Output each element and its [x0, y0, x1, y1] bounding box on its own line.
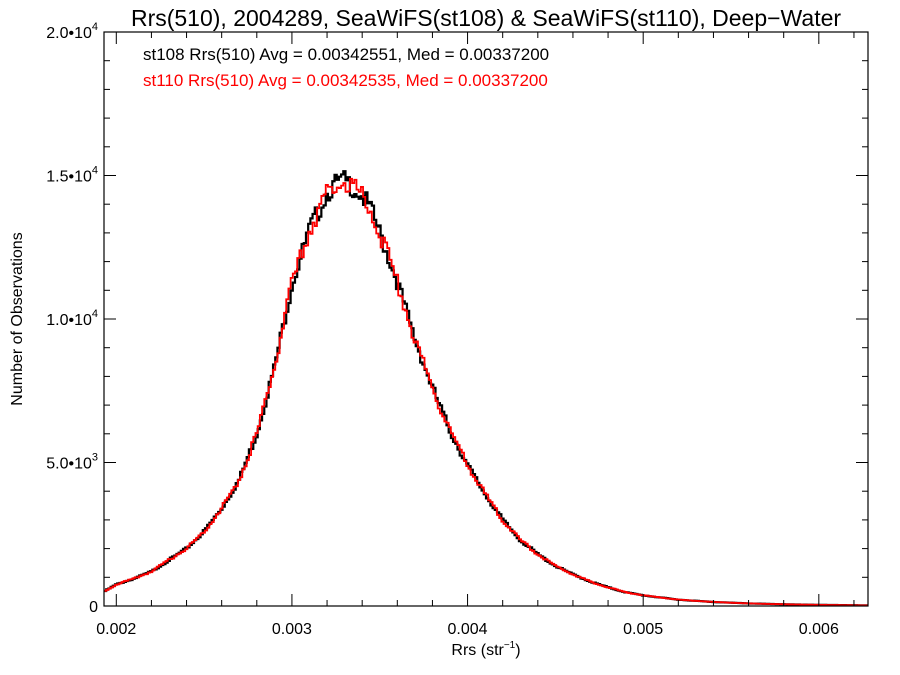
- y-axis-label: Number of Observations: [9, 232, 26, 405]
- y-tick-exponent-3: 4: [92, 165, 98, 177]
- x-axis-label-main: Rrs (str: [451, 642, 504, 659]
- x-tick-label-3: 0.005: [623, 621, 663, 638]
- annotation-text-1: st110 Rrs(510) Avg = 0.00342535, Med = 0…: [143, 71, 548, 90]
- annotation-text-0: st108 Rrs(510) Avg = 0.00342551, Med = 0…: [143, 45, 549, 64]
- y-tick-label-0: 0: [89, 599, 98, 616]
- series-layer: [104, 170, 868, 607]
- y-tick-exponent-2: 4: [92, 308, 98, 320]
- x-axis-label-exponent: −1: [504, 640, 516, 651]
- chart-title: Rrs(510), 2004289, SeaWiFS(st108) & SeaW…: [131, 5, 841, 31]
- y-tick-exponent-1: 3: [92, 452, 98, 464]
- y-tick-label-3: 1.5•104: [46, 165, 98, 186]
- y-tick-mantissa-3: 1.5•10: [46, 169, 92, 186]
- x-axis-label: Rrs (str−1): [451, 640, 520, 659]
- y-tick-mantissa-2: 1.0•10: [46, 312, 92, 329]
- y-tick-label-1: 5.0•103: [46, 452, 98, 473]
- x-tick-label-1: 0.003: [272, 621, 312, 638]
- y-tick-mantissa-1: 5.0•10: [46, 456, 92, 473]
- series-line-1: [104, 177, 868, 607]
- x-tick-label-4: 0.006: [799, 621, 839, 638]
- x-tick-label-2: 0.004: [448, 621, 488, 638]
- x-tick-label-0: 0.002: [96, 621, 136, 638]
- y-tick-mantissa-4: 2.0•10: [46, 25, 92, 42]
- y-tick-exponent-4: 4: [92, 21, 98, 33]
- y-tick-mantissa-0: 0: [89, 599, 98, 616]
- y-tick-label-4: 2.0•104: [46, 21, 98, 42]
- annotation-group: st108 Rrs(510) Avg = 0.00342551, Med = 0…: [143, 45, 549, 90]
- x-axis: 0.002 0.003 0.004 0.005 0.006: [96, 32, 855, 638]
- y-tick-label-2: 1.0•104: [46, 308, 98, 329]
- x-axis-label-suffix: ): [515, 642, 520, 659]
